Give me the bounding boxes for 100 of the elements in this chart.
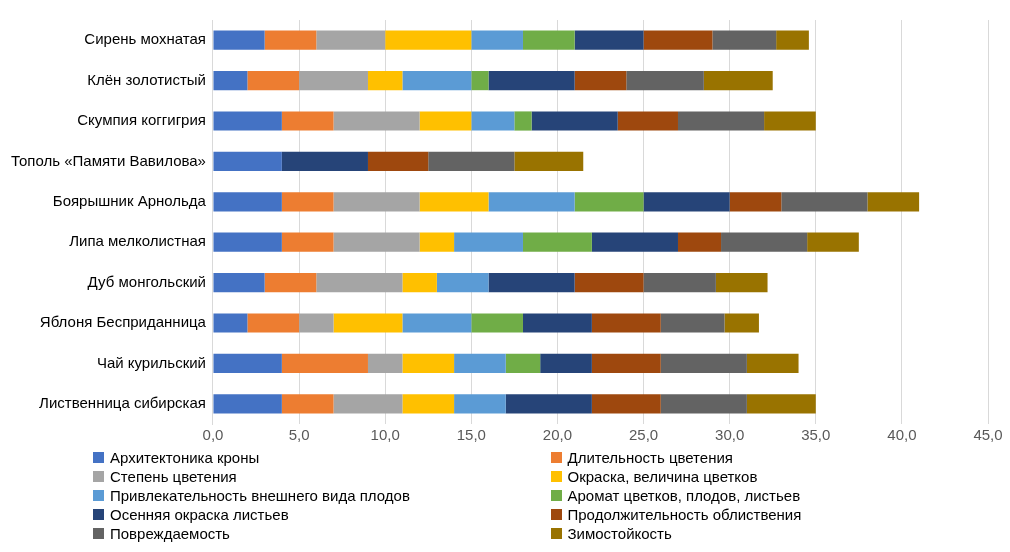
bar bbox=[213, 30, 265, 50]
y-tick-label: Скумпия коггигрия bbox=[77, 111, 206, 129]
x-tick-label: 40,0 bbox=[887, 426, 917, 444]
bar bbox=[213, 192, 282, 212]
bar bbox=[660, 353, 747, 373]
bar bbox=[867, 192, 920, 212]
bar bbox=[514, 111, 532, 131]
legend-label: Повреждаемость bbox=[110, 525, 230, 542]
bar bbox=[213, 394, 282, 414]
y-tick-label: Тополь «Памяти Вавилова» bbox=[10, 151, 206, 169]
x-tick-label: 15,0 bbox=[456, 426, 486, 444]
y-tick-label: Сирень мохнатая bbox=[84, 30, 206, 48]
legend-label: Степень цветения bbox=[110, 468, 237, 485]
y-tick-label: Лиственница сибирская bbox=[39, 393, 206, 411]
bar bbox=[591, 353, 661, 373]
legend-label: Архитектоника кроны bbox=[110, 449, 260, 466]
bar bbox=[505, 353, 541, 373]
bar bbox=[617, 111, 678, 131]
x-tick-label: 25,0 bbox=[628, 426, 659, 444]
bar bbox=[213, 273, 265, 293]
bar bbox=[247, 71, 300, 91]
bar bbox=[488, 273, 575, 293]
bar bbox=[531, 111, 618, 131]
bar bbox=[677, 232, 722, 252]
bar bbox=[213, 313, 248, 333]
bar bbox=[213, 111, 282, 131]
bar bbox=[729, 192, 782, 212]
bar bbox=[419, 111, 472, 131]
y-tick-label: Чай курильский bbox=[96, 353, 206, 371]
y-tick-label: Липа мелколистная bbox=[69, 232, 206, 250]
bar bbox=[402, 313, 472, 333]
bar bbox=[213, 232, 282, 252]
bar bbox=[213, 353, 282, 373]
y-tick-label: Клён золотистый bbox=[87, 70, 206, 88]
bar bbox=[781, 192, 868, 212]
bar bbox=[281, 353, 368, 373]
bar bbox=[247, 313, 300, 333]
bar bbox=[591, 394, 661, 414]
bar bbox=[213, 151, 282, 171]
legend-label: Привлекательность внешнего вида плодов bbox=[110, 487, 410, 504]
bar bbox=[643, 30, 713, 50]
bar bbox=[522, 232, 592, 252]
x-tick-label: 20,0 bbox=[542, 426, 573, 444]
bar bbox=[281, 232, 334, 252]
bar bbox=[715, 273, 768, 293]
bar bbox=[385, 30, 472, 50]
bar bbox=[367, 353, 403, 373]
legend-label: Окраска, величина цветков bbox=[567, 468, 758, 485]
x-tick-label: 35,0 bbox=[801, 426, 831, 444]
bar bbox=[643, 273, 716, 293]
bar bbox=[488, 71, 575, 91]
y-tick-label: Дуб монгольский bbox=[87, 272, 206, 290]
bar bbox=[367, 151, 429, 171]
x-tick-label: 5,0 bbox=[288, 426, 310, 444]
bar bbox=[367, 71, 403, 91]
bar bbox=[402, 394, 455, 414]
bar bbox=[712, 30, 777, 50]
bar bbox=[488, 192, 575, 212]
bar bbox=[591, 232, 678, 252]
bar bbox=[626, 71, 704, 91]
bar bbox=[471, 111, 515, 131]
legend-label: Аромат цветков, плодов, листьев bbox=[567, 487, 801, 504]
bar bbox=[419, 232, 455, 252]
bar bbox=[454, 394, 506, 414]
bar bbox=[574, 192, 644, 212]
bar bbox=[436, 273, 489, 293]
legend-label: Продолжительность облиствения bbox=[567, 506, 802, 523]
x-tick-label: 30,0 bbox=[715, 426, 745, 444]
bar bbox=[299, 71, 368, 91]
bar bbox=[419, 192, 489, 212]
y-tick-label: Яблоня Бесприданница bbox=[39, 313, 207, 331]
bar bbox=[333, 313, 403, 333]
bar bbox=[333, 111, 420, 131]
legend-label: Зимостойкость bbox=[567, 525, 672, 542]
bar bbox=[746, 353, 799, 373]
bar bbox=[574, 71, 627, 91]
bar bbox=[402, 353, 455, 373]
bar bbox=[776, 30, 809, 50]
bar bbox=[213, 71, 248, 91]
bar bbox=[264, 30, 317, 50]
bar bbox=[471, 71, 489, 91]
bar bbox=[471, 30, 523, 50]
bar bbox=[643, 192, 730, 212]
bar bbox=[574, 30, 644, 50]
bar bbox=[454, 232, 523, 252]
bar bbox=[807, 232, 859, 252]
bar bbox=[721, 232, 808, 252]
bar bbox=[746, 394, 816, 414]
bar bbox=[514, 151, 584, 171]
bar bbox=[677, 111, 765, 131]
bar bbox=[281, 111, 334, 131]
bar bbox=[299, 313, 334, 333]
bar bbox=[333, 394, 403, 414]
bar bbox=[540, 353, 592, 373]
bar bbox=[316, 273, 403, 293]
bar bbox=[402, 71, 472, 91]
bar bbox=[281, 394, 334, 414]
bar bbox=[454, 353, 506, 373]
bar bbox=[281, 151, 368, 171]
y-tick-label: Боярышник Арнольда bbox=[52, 191, 207, 209]
